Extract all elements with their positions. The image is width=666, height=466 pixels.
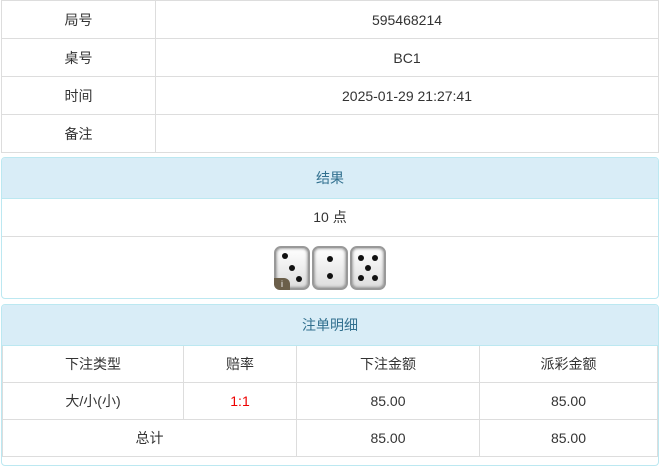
result-points: 10 点 bbox=[2, 199, 658, 237]
bet-payout: 85.00 bbox=[479, 382, 658, 420]
die-5 bbox=[350, 245, 386, 290]
info-label: 桌号 bbox=[1, 38, 156, 77]
pip bbox=[327, 255, 333, 262]
bet-details-panel: 注单明细 下注类型 赔率 下注金额 派彩金额 大/小(小) 1:1 85.00 … bbox=[1, 304, 659, 466]
info-row: 备注 bbox=[1, 114, 659, 153]
pip bbox=[327, 273, 333, 280]
col-header: 下注金额 bbox=[296, 346, 480, 383]
total-amount: 85.00 bbox=[296, 419, 480, 457]
pip bbox=[357, 274, 364, 281]
info-row: 局号 595468214 bbox=[1, 0, 659, 39]
col-header: 派彩金额 bbox=[479, 346, 658, 383]
col-header: 赔率 bbox=[183, 346, 297, 383]
header-row: 下注类型 赔率 下注金额 派彩金额 bbox=[2, 346, 658, 383]
pip bbox=[372, 254, 379, 261]
bet-amount: 85.00 bbox=[296, 382, 480, 420]
info-label: 备注 bbox=[1, 114, 156, 153]
result-panel: 结果 10 点 i bbox=[1, 157, 659, 299]
info-badge-icon[interactable]: i bbox=[274, 277, 290, 290]
info-row: 时间 2025-01-29 21:27:41 bbox=[1, 76, 659, 115]
result-title: 结果 bbox=[2, 158, 658, 199]
info-label: 局号 bbox=[1, 0, 156, 39]
total-payout: 85.00 bbox=[479, 419, 658, 457]
info-label: 时间 bbox=[1, 76, 156, 115]
info-row: 桌号 BC1 bbox=[1, 38, 659, 77]
total-label: 总计 bbox=[2, 419, 297, 457]
round-info-table: 局号 595468214 桌号 BC1 时间 2025-01-29 21:27:41 … bbox=[1, 0, 659, 153]
pip bbox=[372, 274, 379, 281]
bet-details-title: 注单明细 bbox=[2, 305, 658, 346]
pip bbox=[296, 275, 303, 282]
dice-row: i bbox=[2, 237, 658, 298]
die-3: i bbox=[274, 245, 310, 290]
die-2 bbox=[312, 245, 348, 290]
pip bbox=[365, 264, 371, 271]
pip bbox=[289, 264, 295, 271]
col-header: 下注类型 bbox=[2, 346, 184, 383]
info-value: 595468214 bbox=[155, 0, 659, 39]
bet-table: 下注类型 赔率 下注金额 派彩金额 大/小(小) 1:1 85.00 85.00… bbox=[2, 346, 658, 457]
bet-odds: 1:1 bbox=[183, 382, 297, 420]
pip bbox=[357, 254, 364, 261]
info-value bbox=[155, 114, 659, 153]
info-value: BC1 bbox=[155, 38, 659, 77]
total-row: 总计 85.00 85.00 bbox=[2, 419, 658, 457]
pip bbox=[281, 253, 288, 260]
table-row: 大/小(小) 1:1 85.00 85.00 bbox=[2, 382, 658, 420]
info-value: 2025-01-29 21:27:41 bbox=[155, 76, 659, 115]
bet-type: 大/小(小) bbox=[2, 382, 184, 420]
